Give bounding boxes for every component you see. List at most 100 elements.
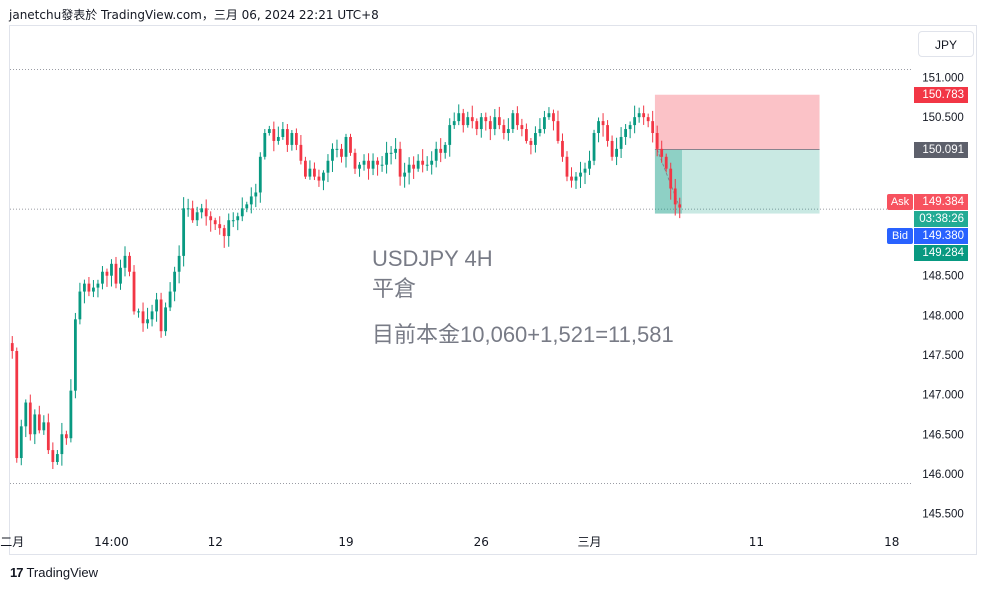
risk-zone: [654, 94, 820, 150]
candle-up: [385, 152, 388, 165]
ask-label: Ask: [887, 193, 913, 210]
candle-up: [583, 168, 587, 173]
candle-down: [412, 164, 416, 169]
candle-up: [326, 160, 330, 173]
candle-down: [655, 133, 659, 149]
bid-label: Bid: [887, 227, 913, 244]
candle-up: [637, 113, 641, 118]
candle-up: [254, 192, 258, 197]
candle-up: [425, 164, 429, 166]
candle-up: [101, 271, 104, 284]
candle-down: [299, 144, 303, 161]
candle-up: [263, 133, 267, 157]
candle-up: [245, 204, 249, 209]
candle-down: [132, 271, 136, 312]
candle-up: [55, 454, 59, 462]
candle-down: [367, 160, 370, 169]
candle-up: [281, 129, 285, 137]
annotation-line3: 目前本金10,060+1,521=11,581: [372, 322, 674, 347]
x-tick-label: 26: [474, 535, 489, 549]
candle-down: [105, 271, 109, 276]
candle-down: [461, 113, 465, 126]
candle-down: [565, 156, 569, 177]
tradingview-logo-icon: 17: [10, 565, 24, 580]
candle-up: [457, 113, 461, 122]
candle-up: [24, 402, 28, 427]
candle-down: [87, 283, 91, 292]
candle-down: [570, 176, 573, 181]
candle-up: [579, 172, 582, 177]
candle-up: [407, 164, 411, 173]
currency-button[interactable]: JPY: [918, 31, 974, 57]
candle-up: [452, 121, 456, 126]
candle-up: [137, 311, 140, 313]
candle-up: [276, 136, 280, 141]
candle-up: [588, 160, 591, 169]
bid-price-tag: 149.380: [914, 227, 968, 244]
candle-down: [213, 220, 217, 225]
candle-down: [561, 140, 564, 157]
x-tick-label: 二月: [0, 535, 24, 549]
candle-down: [398, 148, 402, 177]
y-tick-label: 146.000: [922, 469, 964, 481]
candle-up: [146, 319, 149, 324]
candle-down: [376, 160, 379, 165]
candle-up: [236, 216, 240, 221]
candle-up: [403, 172, 407, 177]
candle-up: [119, 267, 122, 284]
candle-up: [164, 307, 167, 332]
x-tick-label: 19: [338, 535, 353, 549]
candle-up: [195, 212, 199, 221]
candle-up: [389, 152, 393, 154]
candle-up: [331, 148, 334, 161]
candle-up: [78, 291, 82, 320]
candle-down: [610, 140, 614, 157]
candle-down: [678, 204, 682, 208]
candle-up: [258, 156, 262, 193]
candle-up: [69, 390, 73, 439]
candle-up: [231, 220, 235, 222]
candle-down: [114, 263, 118, 284]
candle-up: [416, 160, 420, 169]
candle-up: [344, 136, 348, 157]
entry-price-tag: 150.091: [914, 141, 968, 158]
candle-up: [227, 220, 231, 237]
candle-down: [209, 216, 213, 221]
candle-up: [182, 208, 186, 256]
target-price-tag: 149.284: [914, 244, 968, 261]
candle-down: [669, 168, 673, 189]
candle-down: [218, 224, 222, 229]
candle-down: [340, 148, 343, 157]
candle-up: [619, 136, 623, 149]
candle-down: [285, 129, 289, 145]
x-tick-label: 三月: [578, 535, 602, 549]
candle-up: [633, 117, 637, 126]
candle-up: [322, 172, 325, 181]
candle-up: [574, 176, 578, 181]
candle-down: [349, 136, 352, 153]
candle-up: [371, 160, 375, 169]
y-tick-label: 145.500: [922, 509, 964, 521]
candle-up: [624, 129, 628, 137]
candle-up: [597, 121, 600, 134]
candle-down: [353, 152, 357, 169]
candle-down: [128, 255, 131, 272]
annotation-title: USDJPY 4H: [372, 246, 493, 271]
candle-up: [434, 148, 438, 161]
candle-up: [380, 164, 384, 166]
candle-down: [46, 422, 50, 451]
tradingview-logo[interactable]: 17 TradingView: [10, 565, 98, 580]
candle-down: [28, 402, 32, 435]
candle-down: [642, 113, 646, 118]
candle-up: [534, 133, 537, 145]
candle-down: [470, 117, 474, 122]
candle-up: [308, 168, 312, 177]
candle-down: [475, 121, 479, 130]
candle-down: [141, 311, 145, 324]
candle-up: [110, 263, 113, 276]
candle-up: [335, 148, 339, 150]
candle-down: [204, 208, 208, 217]
candle-down: [313, 168, 316, 177]
candle-up: [430, 160, 434, 165]
